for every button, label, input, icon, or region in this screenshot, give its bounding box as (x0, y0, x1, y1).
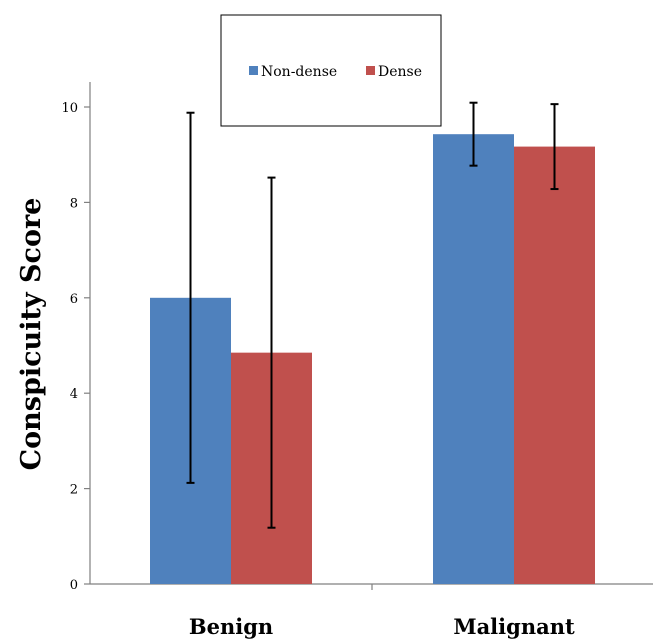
legend-label-dense: Dense (378, 64, 422, 80)
y-ticks: 0 2 4 6 8 10 (61, 101, 90, 593)
y-tick-label: 10 (61, 101, 78, 116)
category-label-benign: Benign (189, 614, 273, 639)
bars (150, 134, 595, 584)
legend-label-non-dense: Non-dense (261, 64, 337, 80)
y-tick-label: 8 (70, 196, 78, 211)
y-tick-label: 4 (70, 387, 78, 402)
legend: Non-dense Dense (220, 14, 442, 127)
legend-swatch-dense (366, 66, 375, 75)
category-label-malignant: Malignant (453, 614, 575, 639)
error-bars (186, 101, 559, 529)
y-tick-label: 0 (70, 578, 78, 593)
bar-non-dense-malignant (433, 134, 514, 584)
y-tick-label: 2 (70, 483, 78, 498)
bar-dense-malignant (514, 146, 595, 584)
y-tick-label: 6 (70, 292, 78, 307)
legend-swatch-non-dense (249, 66, 258, 75)
y-axis-title: Conspicuity Score (16, 198, 47, 471)
